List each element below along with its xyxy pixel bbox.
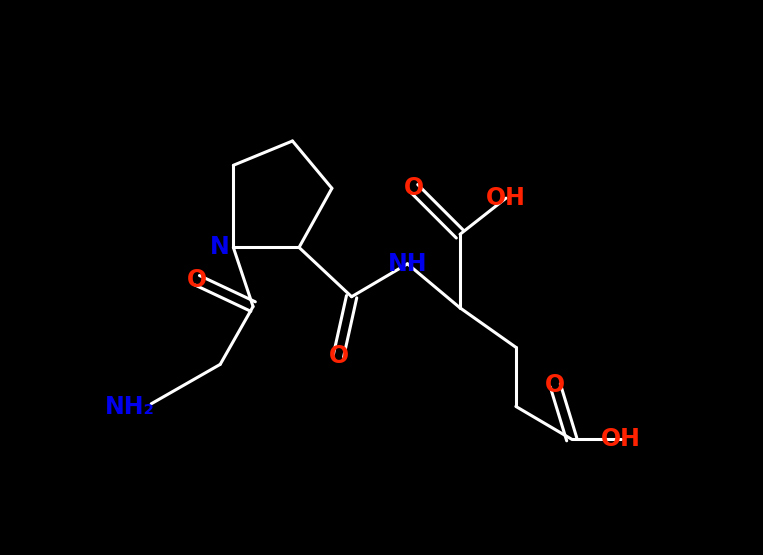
Text: OH: OH	[601, 427, 641, 451]
Text: O: O	[546, 374, 565, 397]
Text: NH₂: NH₂	[105, 395, 155, 419]
Text: N: N	[211, 235, 230, 259]
Text: NH: NH	[388, 252, 427, 276]
Text: O: O	[187, 268, 208, 292]
Text: O: O	[328, 344, 349, 368]
Text: O: O	[404, 176, 424, 200]
Text: OH: OH	[486, 186, 526, 210]
